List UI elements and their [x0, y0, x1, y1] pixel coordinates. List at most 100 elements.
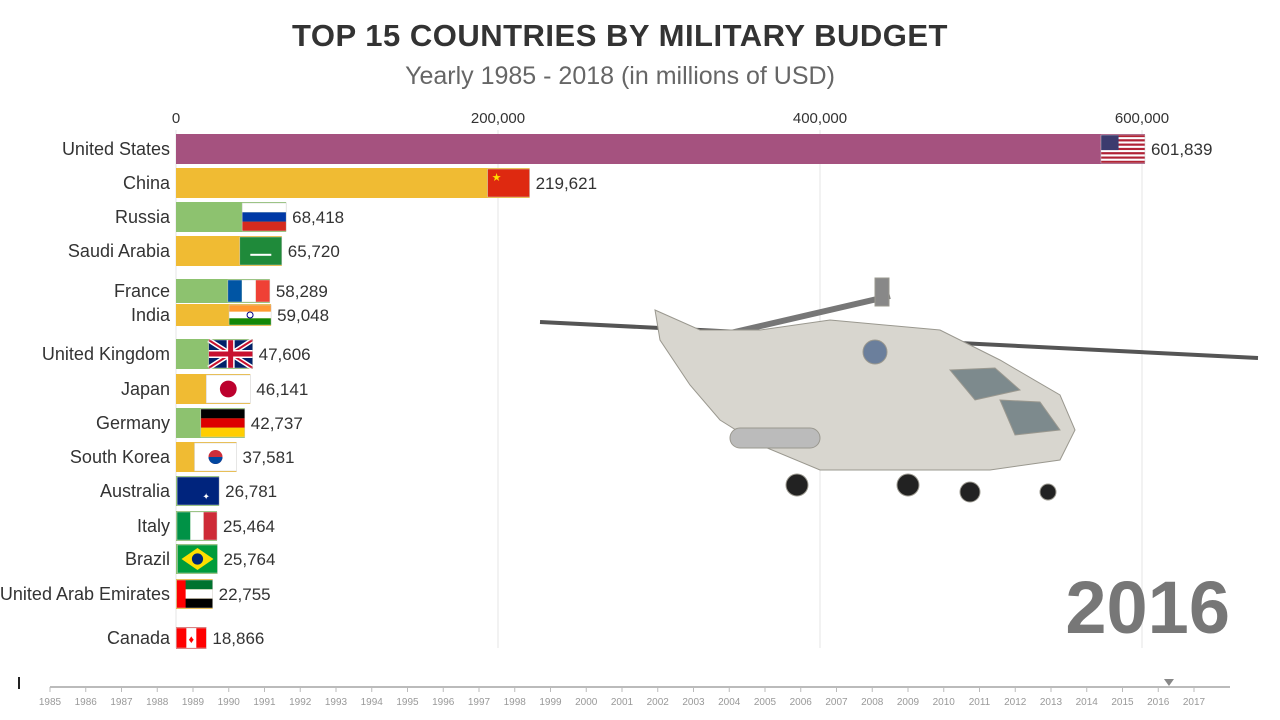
- timeline-marker-icon[interactable]: [1163, 679, 1174, 686]
- value-label: 59,048: [277, 306, 329, 325]
- current-year-label: 2016: [1065, 566, 1230, 649]
- bar-group: Italy 25,464: [137, 511, 275, 541]
- bar-group: Japan 46,141: [121, 374, 308, 404]
- timeline-year-label[interactable]: 1999: [539, 697, 562, 708]
- value-label: 26,781: [225, 482, 277, 501]
- country-label: South Korea: [70, 447, 171, 467]
- country-label: Saudi Arabia: [68, 241, 171, 261]
- bar-group: South Korea 37,581: [70, 442, 295, 472]
- timeline-year-label[interactable]: 2009: [897, 697, 920, 708]
- timeline-year-label[interactable]: 2001: [611, 697, 634, 708]
- bar-group: France 58,289: [114, 279, 328, 303]
- flag-ae-icon: [176, 579, 213, 609]
- flag-cn-icon: ★: [487, 168, 530, 198]
- bar-group: Saudi Arabia 65,720: [68, 236, 340, 266]
- bar-group: United Kingdom 47,606: [42, 337, 311, 371]
- timeline-year-label[interactable]: 2010: [933, 697, 956, 708]
- timeline-year-label[interactable]: 1987: [110, 697, 133, 708]
- timeline-year-label[interactable]: 2011: [969, 697, 991, 708]
- flag-us-icon: [1100, 134, 1146, 164]
- svg-text:♦: ♦: [189, 634, 195, 646]
- timeline-year-label[interactable]: 2000: [575, 697, 598, 708]
- country-label: United States: [62, 139, 170, 159]
- timeline-year-label[interactable]: 1991: [253, 697, 276, 708]
- timeline-year-label[interactable]: 1996: [432, 697, 455, 708]
- svg-text:✦: ✦: [202, 491, 210, 501]
- bar-group: United States 601,839: [62, 134, 1212, 164]
- timeline-year-label[interactable]: 2005: [754, 697, 777, 708]
- value-label: 65,720: [288, 242, 340, 261]
- country-label: Germany: [96, 413, 170, 433]
- flag-gb-icon: [207, 337, 254, 371]
- value-label: 58,289: [276, 282, 328, 301]
- timeline-slider[interactable]: 1985 1986 1987 1988 1989 1990 1991 1992 1993 1994…: [18, 677, 1230, 708]
- flag-it-icon: [176, 511, 218, 541]
- flag-au-icon: ✦: [176, 476, 220, 506]
- country-label: Australia: [100, 481, 171, 501]
- country-label: Russia: [115, 207, 171, 227]
- value-label: 219,621: [536, 174, 597, 193]
- value-label: 18,866: [212, 629, 264, 648]
- timeline-year-label[interactable]: 2014: [1076, 697, 1099, 708]
- play-handle-icon[interactable]: [18, 677, 20, 689]
- bar-group: United Arab Emirates 22,755: [0, 579, 271, 609]
- country-label: Italy: [137, 516, 170, 536]
- timeline-year-label[interactable]: 1985: [39, 697, 62, 708]
- flag-jp-icon: [206, 374, 251, 404]
- country-label: Canada: [107, 628, 171, 648]
- flag-br-icon: [177, 544, 218, 574]
- bar-group: Canada ♦ 18,866: [107, 627, 264, 649]
- country-label: France: [114, 281, 170, 301]
- country-label: Brazil: [125, 549, 170, 569]
- timeline-year-label[interactable]: 1995: [396, 697, 419, 708]
- flag-sa-icon: [239, 236, 283, 266]
- country-label: Japan: [121, 379, 170, 399]
- timeline-year-label[interactable]: 2003: [682, 697, 705, 708]
- value-label: 42,737: [251, 414, 303, 433]
- x-tick-label: 0: [172, 110, 180, 127]
- timeline-year-label[interactable]: 1989: [182, 697, 205, 708]
- flag-in-icon: [228, 304, 272, 326]
- timeline-year-label[interactable]: 2012: [1004, 697, 1027, 708]
- timeline-year-label[interactable]: 2007: [825, 697, 848, 708]
- bar-group: India 59,048: [131, 304, 329, 326]
- timeline-year-label[interactable]: 1988: [146, 697, 169, 708]
- bar: [176, 134, 1145, 164]
- value-label: 68,418: [292, 208, 344, 227]
- country-label: China: [123, 173, 171, 193]
- timeline-year-label[interactable]: 1993: [325, 697, 348, 708]
- timeline-year-label[interactable]: 2016: [1147, 697, 1170, 708]
- timeline-year-label[interactable]: 1998: [504, 697, 527, 708]
- flag-ca-icon: ♦: [176, 627, 207, 649]
- timeline-year-label[interactable]: 2015: [1111, 697, 1134, 708]
- chart-title: TOP 15 COUNTRIES BY MILITARY BUDGET: [292, 18, 948, 53]
- svg-text:★: ★: [492, 172, 502, 184]
- flag-kr-icon: [194, 442, 237, 472]
- timeline-year-label[interactable]: 2006: [790, 697, 813, 708]
- bar-group: China ★ 219,621: [123, 168, 597, 198]
- timeline-year-label[interactable]: 1992: [289, 697, 312, 708]
- timeline-year-label[interactable]: 2008: [861, 697, 884, 708]
- bar-group: Australia ✦ 26,781: [100, 476, 277, 506]
- x-tick-label: 400,000: [793, 110, 847, 127]
- helicopter-image: [539, 277, 1259, 503]
- timeline-year-label[interactable]: 2004: [718, 697, 741, 708]
- value-label: 47,606: [259, 345, 311, 364]
- timeline-year-label[interactable]: 2013: [1040, 697, 1063, 708]
- timeline-year-label[interactable]: 1986: [75, 697, 98, 708]
- x-tick-label: 600,000: [1115, 110, 1169, 127]
- timeline-year-label[interactable]: 1997: [468, 697, 491, 708]
- value-label: 22,755: [219, 585, 271, 604]
- bar-group: Russia 68,418: [115, 202, 344, 232]
- bar-group: Brazil 25,764: [125, 544, 275, 574]
- bar-group: Germany 42,737: [96, 408, 303, 438]
- x-tick-label: 200,000: [471, 110, 525, 127]
- country-label: India: [131, 305, 171, 325]
- country-label: United Kingdom: [42, 344, 170, 364]
- flag-fr-icon: [227, 279, 271, 303]
- timeline-year-label[interactable]: 1994: [361, 697, 384, 708]
- timeline-year-label[interactable]: 2017: [1183, 697, 1206, 708]
- timeline-year-label[interactable]: 1990: [218, 697, 241, 708]
- timeline-year-label[interactable]: 2002: [647, 697, 670, 708]
